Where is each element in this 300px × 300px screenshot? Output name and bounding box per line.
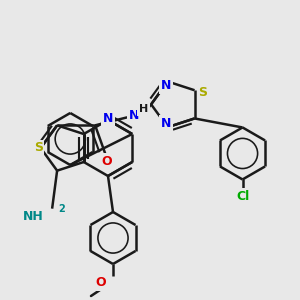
Text: S: S — [34, 142, 43, 154]
Text: N: N — [129, 109, 140, 122]
Text: O: O — [95, 277, 106, 290]
Text: 2: 2 — [58, 204, 65, 214]
Text: H: H — [139, 104, 148, 114]
Text: NH: NH — [23, 210, 44, 223]
Text: S: S — [199, 86, 208, 99]
Text: N: N — [160, 79, 171, 92]
Text: N: N — [160, 117, 171, 130]
Text: O: O — [102, 155, 112, 168]
Text: N: N — [103, 112, 113, 125]
Text: Cl: Cl — [236, 190, 249, 203]
